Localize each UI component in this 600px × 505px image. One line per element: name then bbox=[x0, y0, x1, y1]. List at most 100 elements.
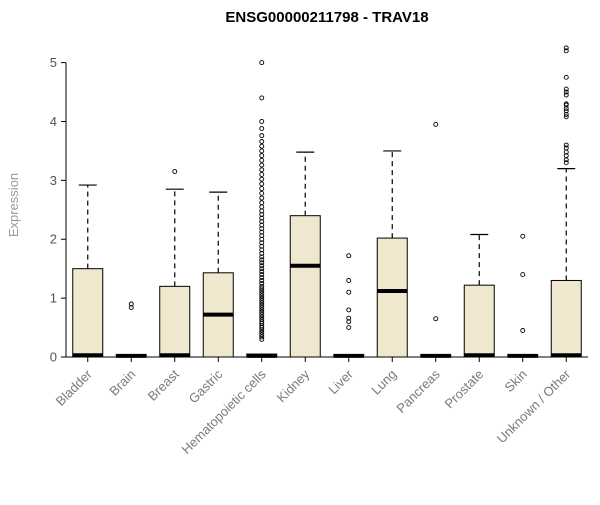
outlier-point bbox=[259, 314, 265, 320]
box-group-lung: Lung bbox=[368, 150, 408, 398]
outlier-point bbox=[259, 298, 265, 303]
outlier-point bbox=[259, 60, 265, 66]
outlier-point bbox=[259, 280, 265, 286]
chart-layer: 0 1 2 3 4 5 Bladder Brain Breast GastricHematopoi… bbox=[50, 45, 588, 457]
chart-title: ENSG00000211798 - TRAV18 bbox=[225, 9, 428, 26]
outlier-point bbox=[259, 275, 265, 280]
outlier-point bbox=[563, 160, 569, 166]
outlier-point bbox=[563, 145, 569, 151]
outlier-point bbox=[259, 336, 265, 342]
outlier-point bbox=[259, 283, 265, 289]
outlier-point bbox=[259, 319, 265, 325]
outlier-point bbox=[259, 300, 265, 306]
outlier-point bbox=[563, 45, 569, 51]
outlier-point bbox=[259, 240, 265, 246]
outlier-point bbox=[259, 204, 265, 210]
outlier-point bbox=[259, 236, 265, 242]
x-tick-label: Gastric bbox=[186, 366, 226, 406]
outlier-point bbox=[259, 143, 265, 149]
outlier-point bbox=[259, 243, 265, 249]
outlier-point bbox=[563, 153, 569, 159]
iqr-box bbox=[289, 215, 321, 358]
outlier-point bbox=[433, 316, 439, 322]
x-tick-label: Unknown / Other bbox=[494, 366, 574, 446]
outlier-point bbox=[259, 229, 265, 235]
outlier-point bbox=[520, 328, 526, 333]
y-tick-label: 5 bbox=[50, 55, 57, 70]
outlier-point bbox=[563, 111, 569, 117]
outlier-point bbox=[259, 257, 265, 263]
outlier-point bbox=[346, 253, 352, 259]
outlier-point bbox=[259, 272, 265, 278]
outlier-point bbox=[346, 315, 352, 321]
outlier-point bbox=[259, 190, 265, 196]
outlier-point bbox=[563, 114, 569, 120]
x-tick-label: Liver bbox=[325, 366, 356, 397]
box-group-brain: Brain bbox=[106, 301, 147, 399]
x-tick-label: Breast bbox=[145, 366, 182, 403]
outlier-point bbox=[259, 254, 265, 260]
outlier-point bbox=[563, 142, 569, 148]
outlier-point bbox=[259, 307, 265, 313]
x-tick-label: Pancreas bbox=[393, 366, 443, 416]
outlier-point bbox=[259, 266, 265, 272]
outlier-point bbox=[563, 92, 569, 98]
y-tick-label: 0 bbox=[50, 350, 57, 365]
iqr-box bbox=[463, 284, 495, 358]
outlier-point bbox=[259, 233, 265, 239]
box-group-skin: Skin bbox=[501, 233, 539, 395]
outlier-point bbox=[563, 157, 569, 163]
outlier-point bbox=[259, 215, 265, 221]
outlier-point bbox=[259, 157, 265, 163]
outlier-point bbox=[259, 167, 265, 173]
outlier-point bbox=[259, 172, 265, 177]
outlier-point bbox=[563, 101, 569, 107]
y-tick-label: 4 bbox=[50, 114, 57, 129]
outlier-point bbox=[259, 186, 265, 192]
outlier-point bbox=[259, 286, 265, 292]
outlier-point bbox=[259, 269, 265, 275]
outlier-point bbox=[259, 247, 265, 253]
outlier-point bbox=[259, 119, 265, 124]
outlier-point bbox=[259, 181, 265, 187]
outlier-point bbox=[259, 302, 265, 308]
outlier-point bbox=[259, 176, 265, 182]
outlier-point bbox=[346, 278, 352, 283]
outlier-point bbox=[128, 305, 134, 310]
x-tick-label: Lung bbox=[368, 367, 399, 398]
outlier-point bbox=[563, 74, 569, 80]
outlier-point bbox=[259, 250, 265, 256]
outlier-point bbox=[520, 272, 526, 278]
outlier-point bbox=[563, 108, 569, 114]
x-tick-label: Brain bbox=[106, 367, 138, 399]
y-tick-label: 2 bbox=[50, 232, 57, 247]
x-tick-label: Kidney bbox=[274, 366, 313, 405]
y-axis-label: Expression bbox=[6, 173, 21, 237]
outlier-point bbox=[563, 86, 569, 92]
outlier-point bbox=[259, 305, 265, 310]
box-group-bladder: Bladder bbox=[53, 184, 104, 409]
box-group-prostate: Prostate bbox=[442, 233, 495, 411]
box-group-liver: Liver bbox=[325, 253, 365, 397]
outlier-point bbox=[259, 278, 265, 283]
outlier-point bbox=[259, 309, 265, 315]
outlier-point bbox=[259, 329, 265, 335]
x-tick-label: Bladder bbox=[53, 366, 96, 409]
x-tick-label: Hematopoietic cells bbox=[179, 366, 270, 457]
box-group-breast: Breast bbox=[145, 169, 191, 404]
outlier-point bbox=[346, 307, 352, 313]
outlier-point bbox=[346, 325, 352, 331]
outlier-point bbox=[346, 319, 352, 325]
outlier-point bbox=[259, 293, 265, 299]
outlier-point bbox=[563, 48, 569, 54]
iqr-box bbox=[550, 279, 582, 358]
iqr-box bbox=[72, 268, 104, 358]
outlier-point bbox=[259, 263, 265, 269]
box-group-kidney: Kidney bbox=[274, 151, 321, 405]
iqr-box bbox=[159, 285, 191, 358]
outlier-point bbox=[259, 133, 265, 139]
outlier-point bbox=[520, 233, 526, 239]
outlier-point bbox=[128, 301, 134, 307]
